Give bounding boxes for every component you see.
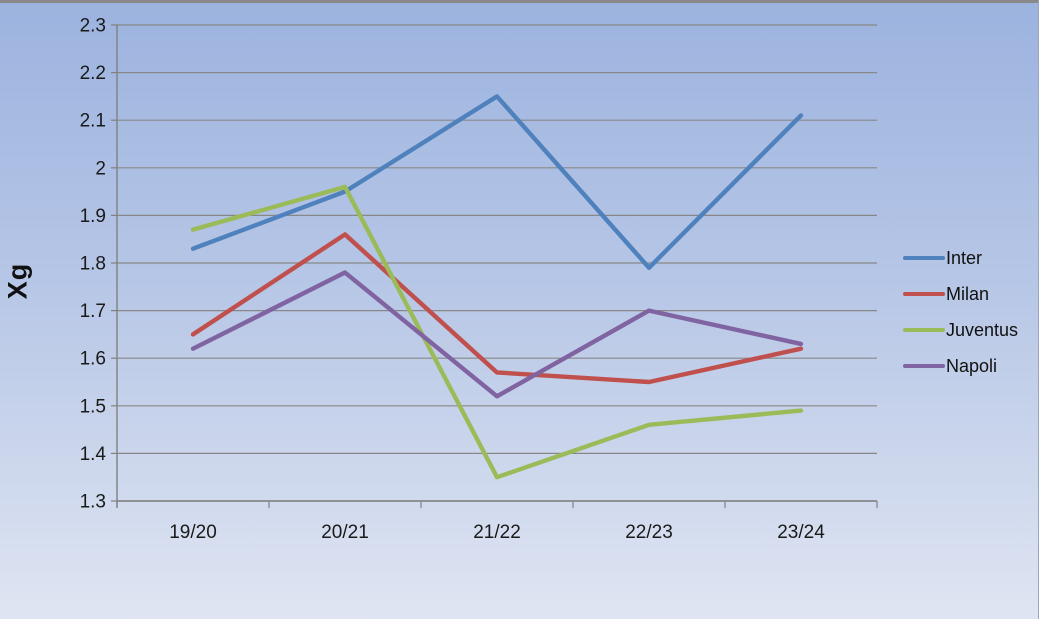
y-tick-label: 1.3 bbox=[80, 492, 106, 513]
series-line-napoli bbox=[190, 270, 804, 399]
legend-label-juventus: Juventus bbox=[946, 319, 1019, 340]
y-tick-label: 1.8 bbox=[80, 254, 106, 275]
legend-line-swatch-juventus bbox=[903, 328, 945, 332]
x-tick-label: 21/22 bbox=[473, 522, 521, 543]
series-line-milan bbox=[190, 232, 804, 385]
y-tick-label: 1.4 bbox=[80, 444, 107, 465]
x-tick-label: 22/23 bbox=[625, 522, 673, 543]
legend-label-napoli: Napoli bbox=[946, 355, 998, 376]
y-tick-label: 2.1 bbox=[80, 111, 106, 132]
x-tick-label: 23/24 bbox=[777, 522, 825, 543]
x-tick-label: 19/20 bbox=[169, 522, 217, 543]
y-tick-label: 1.6 bbox=[80, 349, 106, 370]
y-tick-label: 2.3 bbox=[80, 16, 106, 37]
window-top-border bbox=[0, 0, 1038, 3]
y-tick-label: 2 bbox=[95, 158, 106, 179]
legend-item-napoli: Napoli bbox=[903, 348, 1018, 384]
legend: Inter Milan Juventus Napoli bbox=[903, 240, 1018, 384]
legend-line-swatch-napoli bbox=[903, 364, 945, 368]
legend-label-inter: Inter bbox=[946, 247, 983, 268]
series-line-juventus bbox=[190, 184, 804, 480]
y-tick-label: 1.7 bbox=[80, 301, 106, 322]
x-tick-label: 20/21 bbox=[321, 522, 369, 543]
y-tick-label: 1.9 bbox=[80, 206, 106, 227]
legend-line-swatch-milan bbox=[903, 292, 945, 296]
y-tick-label: 1.5 bbox=[80, 396, 106, 417]
legend-item-inter: Inter bbox=[903, 240, 1018, 276]
legend-line-swatch-inter bbox=[903, 256, 945, 260]
series-line-inter bbox=[190, 94, 804, 270]
y-tick-label: 2.2 bbox=[80, 63, 106, 84]
legend-item-juventus: Juventus bbox=[903, 312, 1018, 348]
legend-label-milan: Milan bbox=[946, 283, 990, 304]
legend-item-milan: Milan bbox=[903, 276, 1018, 312]
